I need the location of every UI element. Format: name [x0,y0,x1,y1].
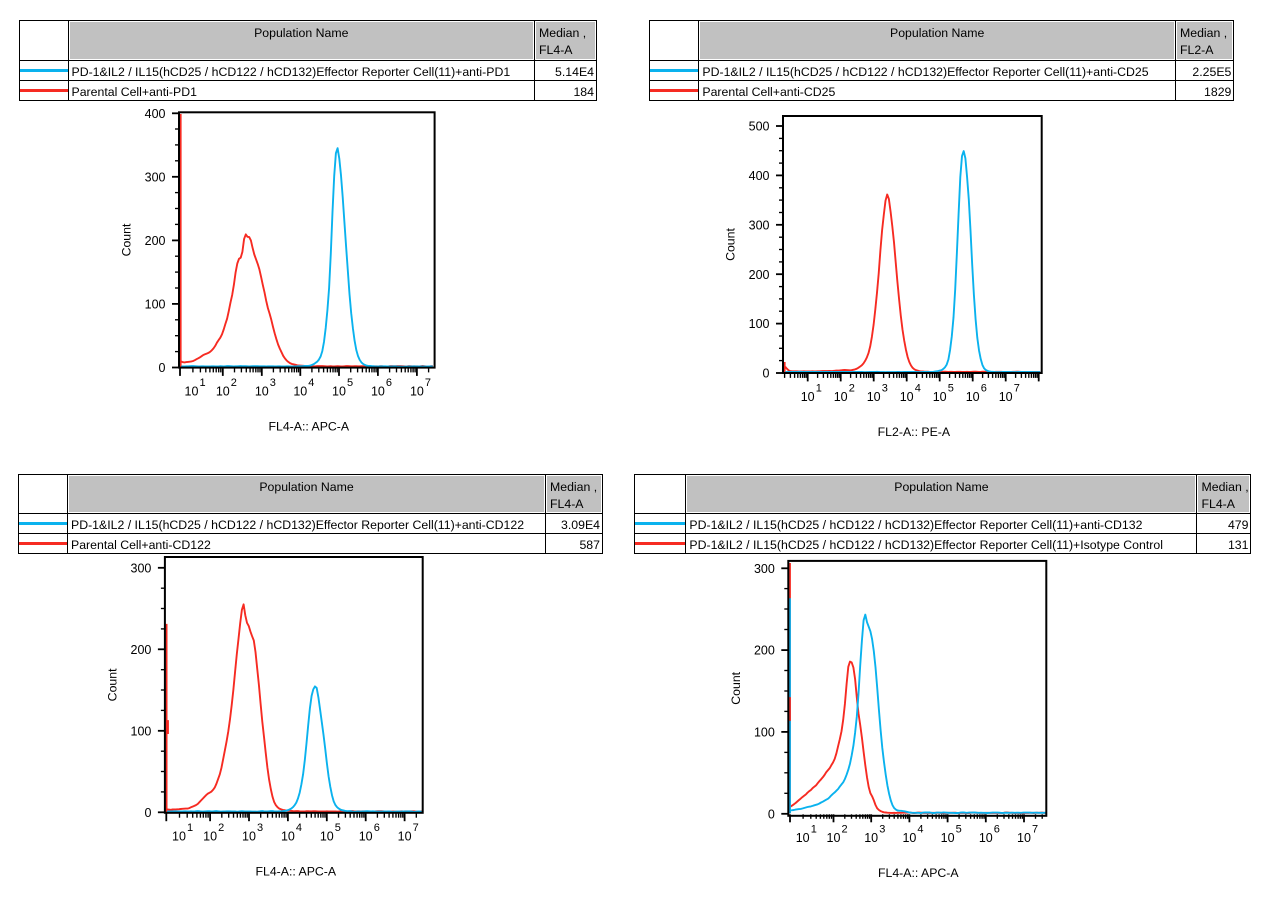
svg-text:10: 10 [1017,831,1031,845]
svg-text:10: 10 [332,384,346,398]
svg-text:10: 10 [834,390,848,404]
svg-text:10: 10 [255,384,269,398]
svg-text:300: 300 [131,561,152,575]
svg-text:Count: Count [729,671,743,704]
svg-text:10: 10 [203,830,217,844]
svg-text:0: 0 [768,807,775,821]
svg-text:10: 10 [979,831,993,845]
svg-text:10: 10 [900,390,914,404]
svg-text:10: 10 [359,830,373,844]
svg-text:10: 10 [796,831,810,845]
svg-text:10: 10 [999,390,1013,404]
svg-text:4: 4 [917,823,923,835]
svg-text:10: 10 [867,390,881,404]
svg-text:6: 6 [994,823,1000,835]
svg-text:10: 10 [398,830,412,844]
svg-text:5: 5 [347,377,353,389]
svg-text:10: 10 [320,830,334,844]
svg-text:0: 0 [159,361,166,375]
svg-text:10: 10 [410,384,424,398]
svg-text:1: 1 [816,382,822,394]
svg-text:10: 10 [933,390,947,404]
svg-text:0: 0 [763,367,770,381]
svg-text:Count: Count [724,228,738,261]
svg-text:10: 10 [941,831,955,845]
svg-text:200: 200 [754,644,775,658]
svg-text:10: 10 [827,831,841,845]
svg-text:10: 10 [242,830,256,844]
svg-text:6: 6 [386,377,392,389]
svg-text:10: 10 [864,831,878,845]
svg-text:200: 200 [131,643,152,657]
svg-text:2: 2 [231,377,237,389]
svg-text:3: 3 [879,823,885,835]
svg-text:300: 300 [749,218,770,232]
svg-text:FL2-A:: PE-A: FL2-A:: PE-A [878,425,951,439]
svg-text:5: 5 [948,382,954,394]
svg-text:3: 3 [257,822,263,834]
svg-text:Count: Count [105,668,119,701]
svg-text:1: 1 [811,823,817,835]
svg-text:4: 4 [296,822,302,834]
svg-text:2: 2 [842,823,848,835]
svg-text:FL4-A:: APC-A: FL4-A:: APC-A [878,866,959,880]
svg-text:Count: Count [120,223,134,256]
svg-text:100: 100 [754,726,775,740]
svg-text:10: 10 [172,830,186,844]
svg-text:7: 7 [1014,382,1020,394]
svg-text:5: 5 [335,822,341,834]
svg-text:10: 10 [902,831,916,845]
svg-text:1: 1 [200,377,206,389]
svg-text:4: 4 [308,377,314,389]
svg-text:2: 2 [849,382,855,394]
svg-text:400: 400 [749,169,770,183]
svg-text:FL4-A:: APC-A: FL4-A:: APC-A [268,419,349,433]
svg-text:100: 100 [131,724,152,738]
svg-text:10: 10 [216,384,230,398]
svg-text:3: 3 [270,377,276,389]
svg-text:100: 100 [145,298,166,312]
svg-text:10: 10 [185,384,199,398]
svg-text:1: 1 [187,822,193,834]
svg-text:7: 7 [413,822,419,834]
svg-text:5: 5 [956,823,962,835]
svg-text:4: 4 [915,382,921,394]
svg-text:300: 300 [754,562,775,576]
svg-text:200: 200 [145,234,166,248]
svg-text:500: 500 [749,120,770,134]
svg-text:0: 0 [144,806,151,820]
svg-text:10: 10 [371,384,385,398]
svg-text:400: 400 [145,107,166,121]
svg-text:10: 10 [801,390,815,404]
svg-text:10: 10 [966,390,980,404]
svg-text:300: 300 [145,170,166,184]
svg-text:2: 2 [218,822,224,834]
svg-text:6: 6 [981,382,987,394]
svg-text:6: 6 [374,822,380,834]
svg-text:10: 10 [281,830,295,844]
svg-text:7: 7 [425,377,431,389]
svg-text:10: 10 [293,384,307,398]
svg-text:7: 7 [1032,823,1038,835]
svg-text:200: 200 [749,268,770,282]
svg-text:100: 100 [749,317,770,331]
svg-text:3: 3 [882,382,888,394]
svg-text:FL4-A:: APC-A: FL4-A:: APC-A [255,865,336,879]
